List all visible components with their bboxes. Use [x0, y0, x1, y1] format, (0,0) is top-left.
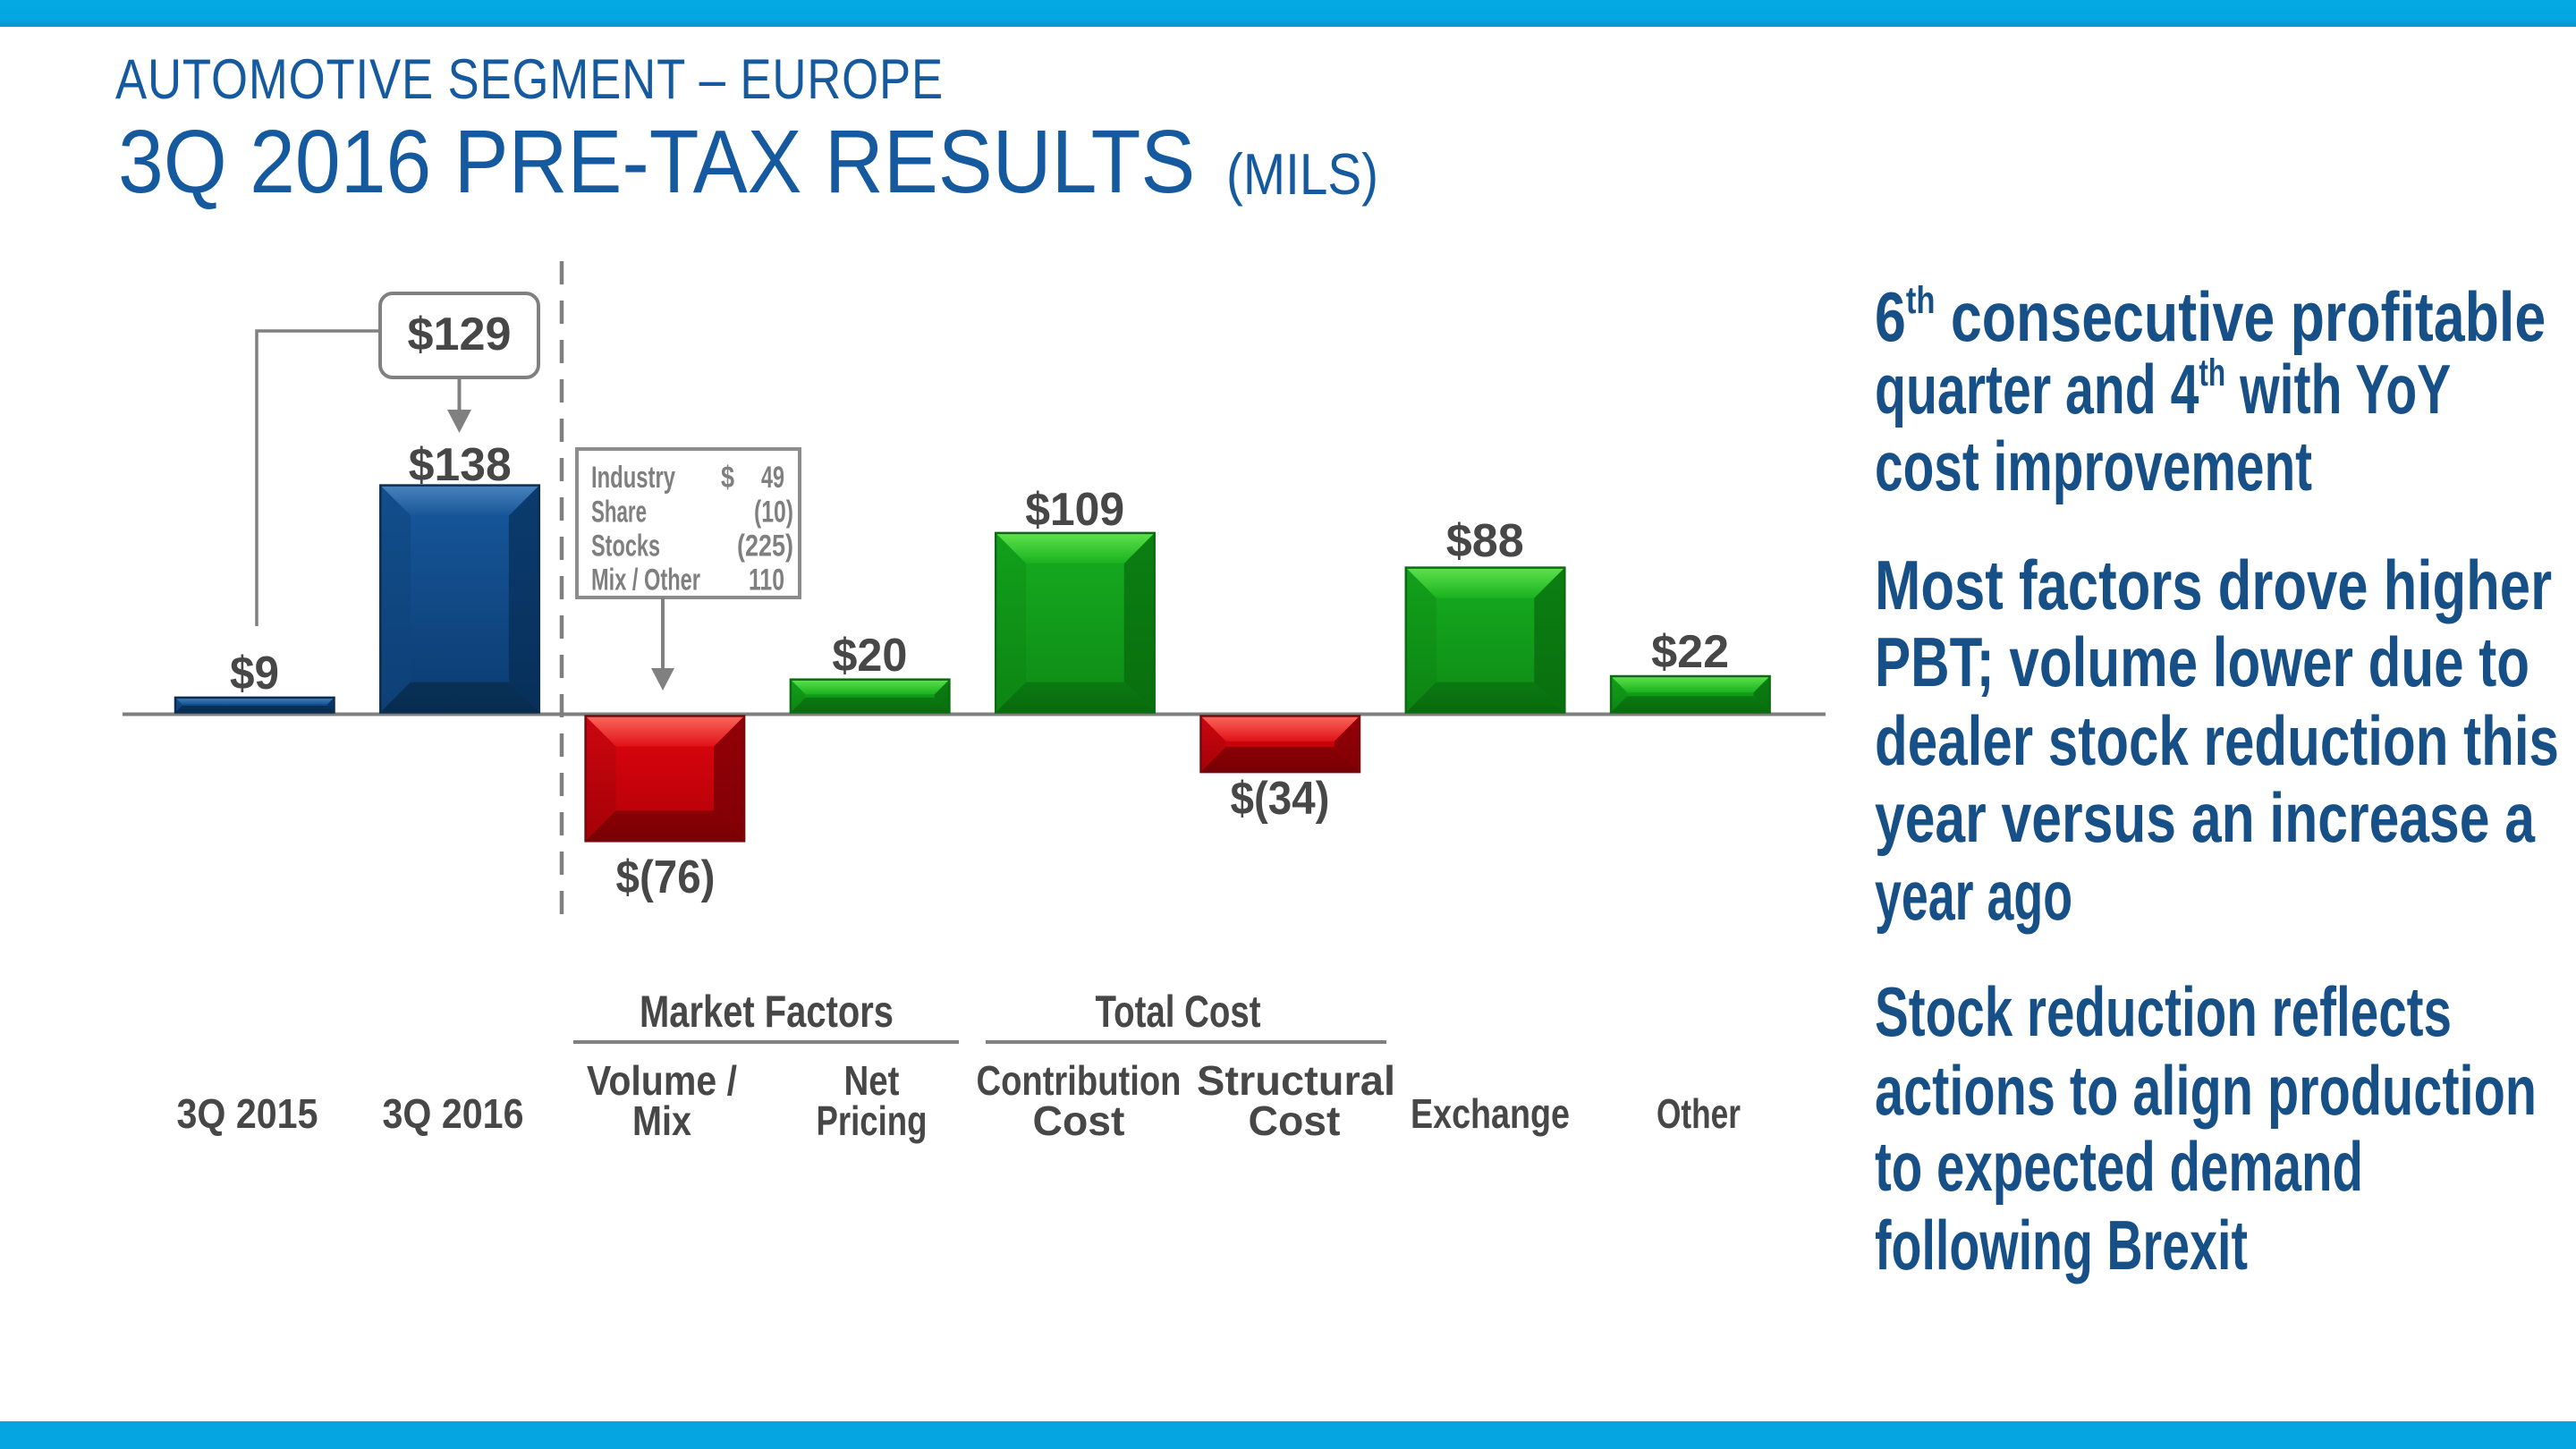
- svg-text:Mix / Other: Mix / Other: [591, 564, 700, 597]
- svg-text:3Q 2015: 3Q 2015: [177, 1090, 318, 1137]
- svg-text:Structural: Structural: [1197, 1057, 1395, 1104]
- svg-text:$20: $20: [832, 630, 907, 682]
- svg-text:$9: $9: [230, 648, 279, 699]
- svg-text:$138: $138: [409, 439, 512, 491]
- svg-text:$109: $109: [1025, 484, 1124, 536]
- svg-text:Volume /: Volume /: [587, 1057, 737, 1104]
- svg-text:49: 49: [761, 461, 784, 495]
- svg-text:$129: $129: [408, 309, 512, 360]
- svg-text:(10): (10): [754, 496, 793, 530]
- svg-text:Pricing: Pricing: [817, 1097, 928, 1144]
- svg-text:Market Factors: Market Factors: [640, 987, 894, 1037]
- svg-text:Share: Share: [591, 496, 647, 530]
- svg-text:$22: $22: [1651, 626, 1729, 678]
- svg-text:$: $: [721, 461, 734, 495]
- svg-text:3Q 2016: 3Q 2016: [383, 1090, 524, 1137]
- svg-text:(225): (225): [737, 530, 793, 564]
- svg-text:Industry: Industry: [591, 461, 675, 495]
- svg-text:$(76): $(76): [616, 852, 716, 903]
- svg-text:Mix: Mix: [632, 1097, 691, 1144]
- svg-text:$(34): $(34): [1231, 773, 1330, 825]
- svg-text:Contribution: Contribution: [977, 1057, 1182, 1104]
- svg-text:Other: Other: [1657, 1090, 1741, 1137]
- svg-text:Cost: Cost: [1249, 1097, 1341, 1144]
- svg-text:110: 110: [749, 564, 784, 597]
- svg-text:$88: $88: [1446, 515, 1524, 567]
- svg-text:Net: Net: [844, 1057, 900, 1104]
- svg-text:Cost: Cost: [1033, 1097, 1125, 1144]
- svg-text:Stocks: Stocks: [591, 530, 660, 564]
- svg-text:Exchange: Exchange: [1411, 1090, 1570, 1137]
- svg-text:Total Cost: Total Cost: [1096, 987, 1261, 1037]
